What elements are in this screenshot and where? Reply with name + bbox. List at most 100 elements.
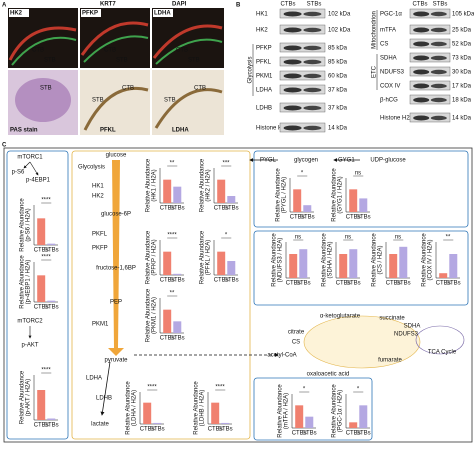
protein-name: PFKP: [256, 46, 272, 52]
label-bg: [9, 9, 29, 17]
blot-strip: [409, 112, 451, 123]
blot-band: [283, 11, 302, 17]
bar: [439, 273, 448, 278]
category-label: CTBs: [160, 206, 175, 212]
glycolysis-arrow: [108, 160, 124, 356]
blot-band: [413, 27, 430, 33]
protein-size: 14 kDa: [328, 126, 348, 132]
enzyme: PKM1: [92, 322, 109, 328]
bar: [47, 418, 56, 420]
category-label: CTBs: [292, 431, 307, 437]
blot-strip: [279, 84, 326, 95]
blot-band: [303, 87, 322, 93]
y-axis-label: (GYG1 / H2A): [338, 176, 344, 213]
blot-band: [430, 41, 447, 47]
significance: ****: [167, 233, 177, 239]
mito-box: [253, 377, 373, 441]
bar: [173, 321, 182, 333]
bar: [399, 246, 408, 278]
bar: [299, 249, 308, 278]
y-axis-label: Relative Abundance: [194, 381, 200, 435]
blot-band: [430, 11, 447, 17]
bar: [289, 254, 298, 278]
protein-size: 52 kDa: [452, 42, 472, 48]
blot-band: [413, 55, 430, 61]
signal-label: p-4EBP1: [26, 178, 51, 184]
blot-strip: [279, 70, 326, 81]
enzyme: PKFP: [92, 246, 108, 252]
blot-band: [303, 11, 322, 17]
protein-size: 30 kDa: [452, 70, 472, 76]
enzyme: NDUFS3: [394, 332, 419, 338]
cell-label: CTB: [32, 48, 44, 54]
category-label: STBs: [302, 431, 317, 437]
significance: **: [446, 235, 451, 241]
enzyme: PYGL: [260, 158, 277, 164]
blot-band: [303, 59, 322, 65]
metabolite: fumarate: [378, 358, 402, 364]
bar: [227, 196, 236, 203]
metabolite: pyruvate: [104, 358, 128, 364]
y-axis-label: Relative Abundance: [20, 198, 26, 252]
metabolite: glucose-6P: [101, 212, 131, 218]
cell-label: CTB: [194, 86, 206, 92]
stain-label: PFKL: [100, 128, 116, 134]
category-label: STBs: [170, 336, 185, 342]
blot-band: [430, 115, 447, 121]
category-label: CTBs: [290, 215, 305, 221]
significance: ns: [345, 235, 351, 241]
stain-label: DAPI: [172, 2, 187, 8]
category-label: CTBs: [336, 281, 351, 287]
category-label: STBs: [224, 206, 239, 212]
bar: [359, 405, 368, 428]
protein-name: COX IV: [380, 84, 400, 90]
y-axis-label: (COX IV / H2A): [428, 239, 434, 280]
protein-name: LDHA: [256, 88, 272, 94]
metabolite: UDP-glucose: [370, 158, 406, 164]
blot-band: [413, 83, 430, 89]
cell-label: STB: [188, 58, 200, 64]
blot-strip: [279, 24, 326, 35]
blot-strip: [279, 102, 326, 113]
bar: [339, 254, 348, 278]
y-axis-label: (p-AKT / H2A): [26, 379, 32, 417]
protein-name: SDHA: [380, 56, 397, 62]
blot-band: [430, 83, 447, 89]
metabolite: α-ketoglutarate: [320, 314, 361, 320]
y-axis-label: (LDHA / H2A): [132, 390, 138, 426]
metabolite: acetyl-CoA: [267, 353, 296, 359]
glycolysis-box: [71, 150, 251, 440]
category-label: STBs: [170, 278, 185, 284]
blot-band: [283, 45, 302, 51]
signal-label: mTORC2: [17, 319, 43, 325]
blot-band: [303, 105, 322, 111]
protein-size: 85 kDa: [328, 60, 348, 66]
y-axis-label: Relative Abundance: [146, 158, 152, 212]
y-axis-label: (SDHA / H2A): [328, 241, 334, 278]
y-axis-label: Relative Abundance: [146, 230, 152, 284]
bar: [349, 422, 358, 428]
category-label: CTBs: [34, 305, 49, 311]
cell-label: CTB: [104, 48, 116, 54]
category-label: CTBs: [386, 281, 401, 287]
y-axis-label: (mTFA / H2A): [284, 393, 290, 429]
enzyme: CS: [292, 340, 300, 346]
category-label: STBs: [356, 431, 371, 437]
y-axis-label: Relative Abundance: [332, 168, 338, 222]
protein-size: 73 kDa: [452, 56, 472, 62]
blot-band: [303, 73, 322, 79]
tca-enzyme-box: [253, 230, 469, 306]
panel-c-frame: [3, 147, 473, 443]
blot-band: [283, 125, 302, 131]
protein-size: 37 kDa: [328, 88, 348, 94]
significance: ns: [355, 171, 361, 177]
tca-cycle: [303, 315, 421, 369]
protein-size: 60 kDa: [328, 74, 348, 80]
bar: [37, 390, 46, 420]
bar: [227, 261, 236, 275]
signal-label: p-AKT: [21, 343, 38, 349]
bar: [143, 402, 152, 424]
label-bg: [153, 9, 173, 17]
blot-band: [430, 27, 447, 33]
